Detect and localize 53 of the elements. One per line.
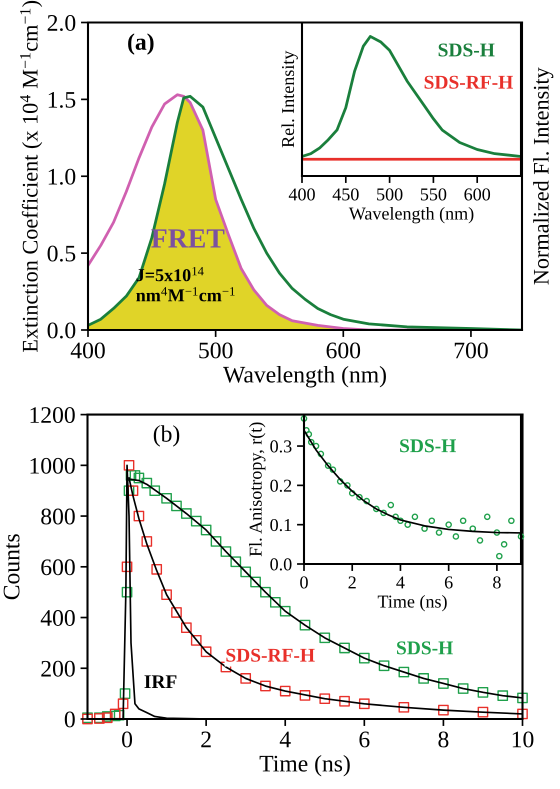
series-label: SDS-H [397, 641, 453, 654]
y-tick-label: 400 [40, 610, 75, 626]
x-tick-label: 500 [199, 342, 232, 358]
x-tick-label: 0 [300, 576, 308, 589]
x-tick-label: 2 [201, 732, 211, 748]
x-tick-label: 400 [288, 188, 315, 201]
y-tick-label: 2.0 [48, 14, 76, 32]
x-tick-label: 8 [493, 576, 501, 589]
x-tick-label: 550 [420, 188, 446, 201]
x-tick-label: 0 [122, 731, 132, 748]
x-axis-title: Wavelength (nm) [223, 366, 386, 388]
y-tick-label: 1.0 [48, 168, 76, 185]
x-tick-label: 500 [377, 188, 402, 201]
y-tick-label: 1200 [30, 407, 75, 424]
y-tick-label: 600 [41, 559, 75, 576]
y-tick-label: 0.1 [270, 518, 292, 532]
y-tick-label: 200 [41, 660, 75, 677]
x-tick-label: 450 [332, 188, 359, 201]
x-tick-label: 8 [438, 731, 448, 748]
y-tick-label: 800 [41, 508, 75, 524]
x-axis-title: Wavelength (nm) [348, 206, 474, 224]
y-tick-label: 0 [64, 711, 75, 728]
x-tick-label: 10 [512, 731, 534, 748]
x-tick-label: 600 [326, 342, 360, 358]
x-tick-label: 6 [444, 576, 453, 589]
text: SDS-H [400, 439, 456, 452]
y-tick-label: 0.0 [48, 322, 76, 339]
x-tick-label: 700 [454, 342, 488, 358]
y-tick-label: 1000 [30, 458, 75, 474]
series-label: SDS-RF-H [226, 648, 315, 662]
x-tick-label: 400 [70, 342, 105, 358]
annotation: (a) [128, 33, 154, 55]
series-label: IRF [144, 675, 176, 688]
y-tick-label: 1.5 [48, 92, 76, 108]
x-tick-label: 600 [464, 188, 490, 201]
x-tick-label: 4 [396, 576, 405, 588]
y-axis-title: Counts [4, 534, 20, 600]
y-axis-title: Fl. Anisotropy, r(t) [249, 422, 266, 556]
x-axis-title: Time (ns) [260, 754, 350, 776]
y-tick-label: 0.2 [270, 480, 292, 492]
x-axis-title: Time (ns) [378, 594, 447, 612]
x-tick-label: 6 [359, 732, 370, 748]
annotation: (b) [154, 425, 180, 447]
y-tick-label: 0.5 [48, 246, 76, 262]
text: SDS-H [438, 43, 495, 57]
y-tick-label: 0.0 [270, 558, 292, 571]
y2-axis-title: Normalized Fl. Intensity [533, 67, 554, 285]
y-axis-title: Rel. Intensity [281, 50, 298, 148]
x-tick-label: 4 [280, 732, 291, 748]
y-tick-label: 0.3 [270, 440, 292, 453]
x-tick-label: 2 [348, 576, 356, 588]
y-axis-title: Extinction Coefficient (x 10$^{4}$ M$^{−1}$cm$^{−1}$) [20, 0, 42, 352]
text: SDS-RF-H [424, 76, 513, 89]
